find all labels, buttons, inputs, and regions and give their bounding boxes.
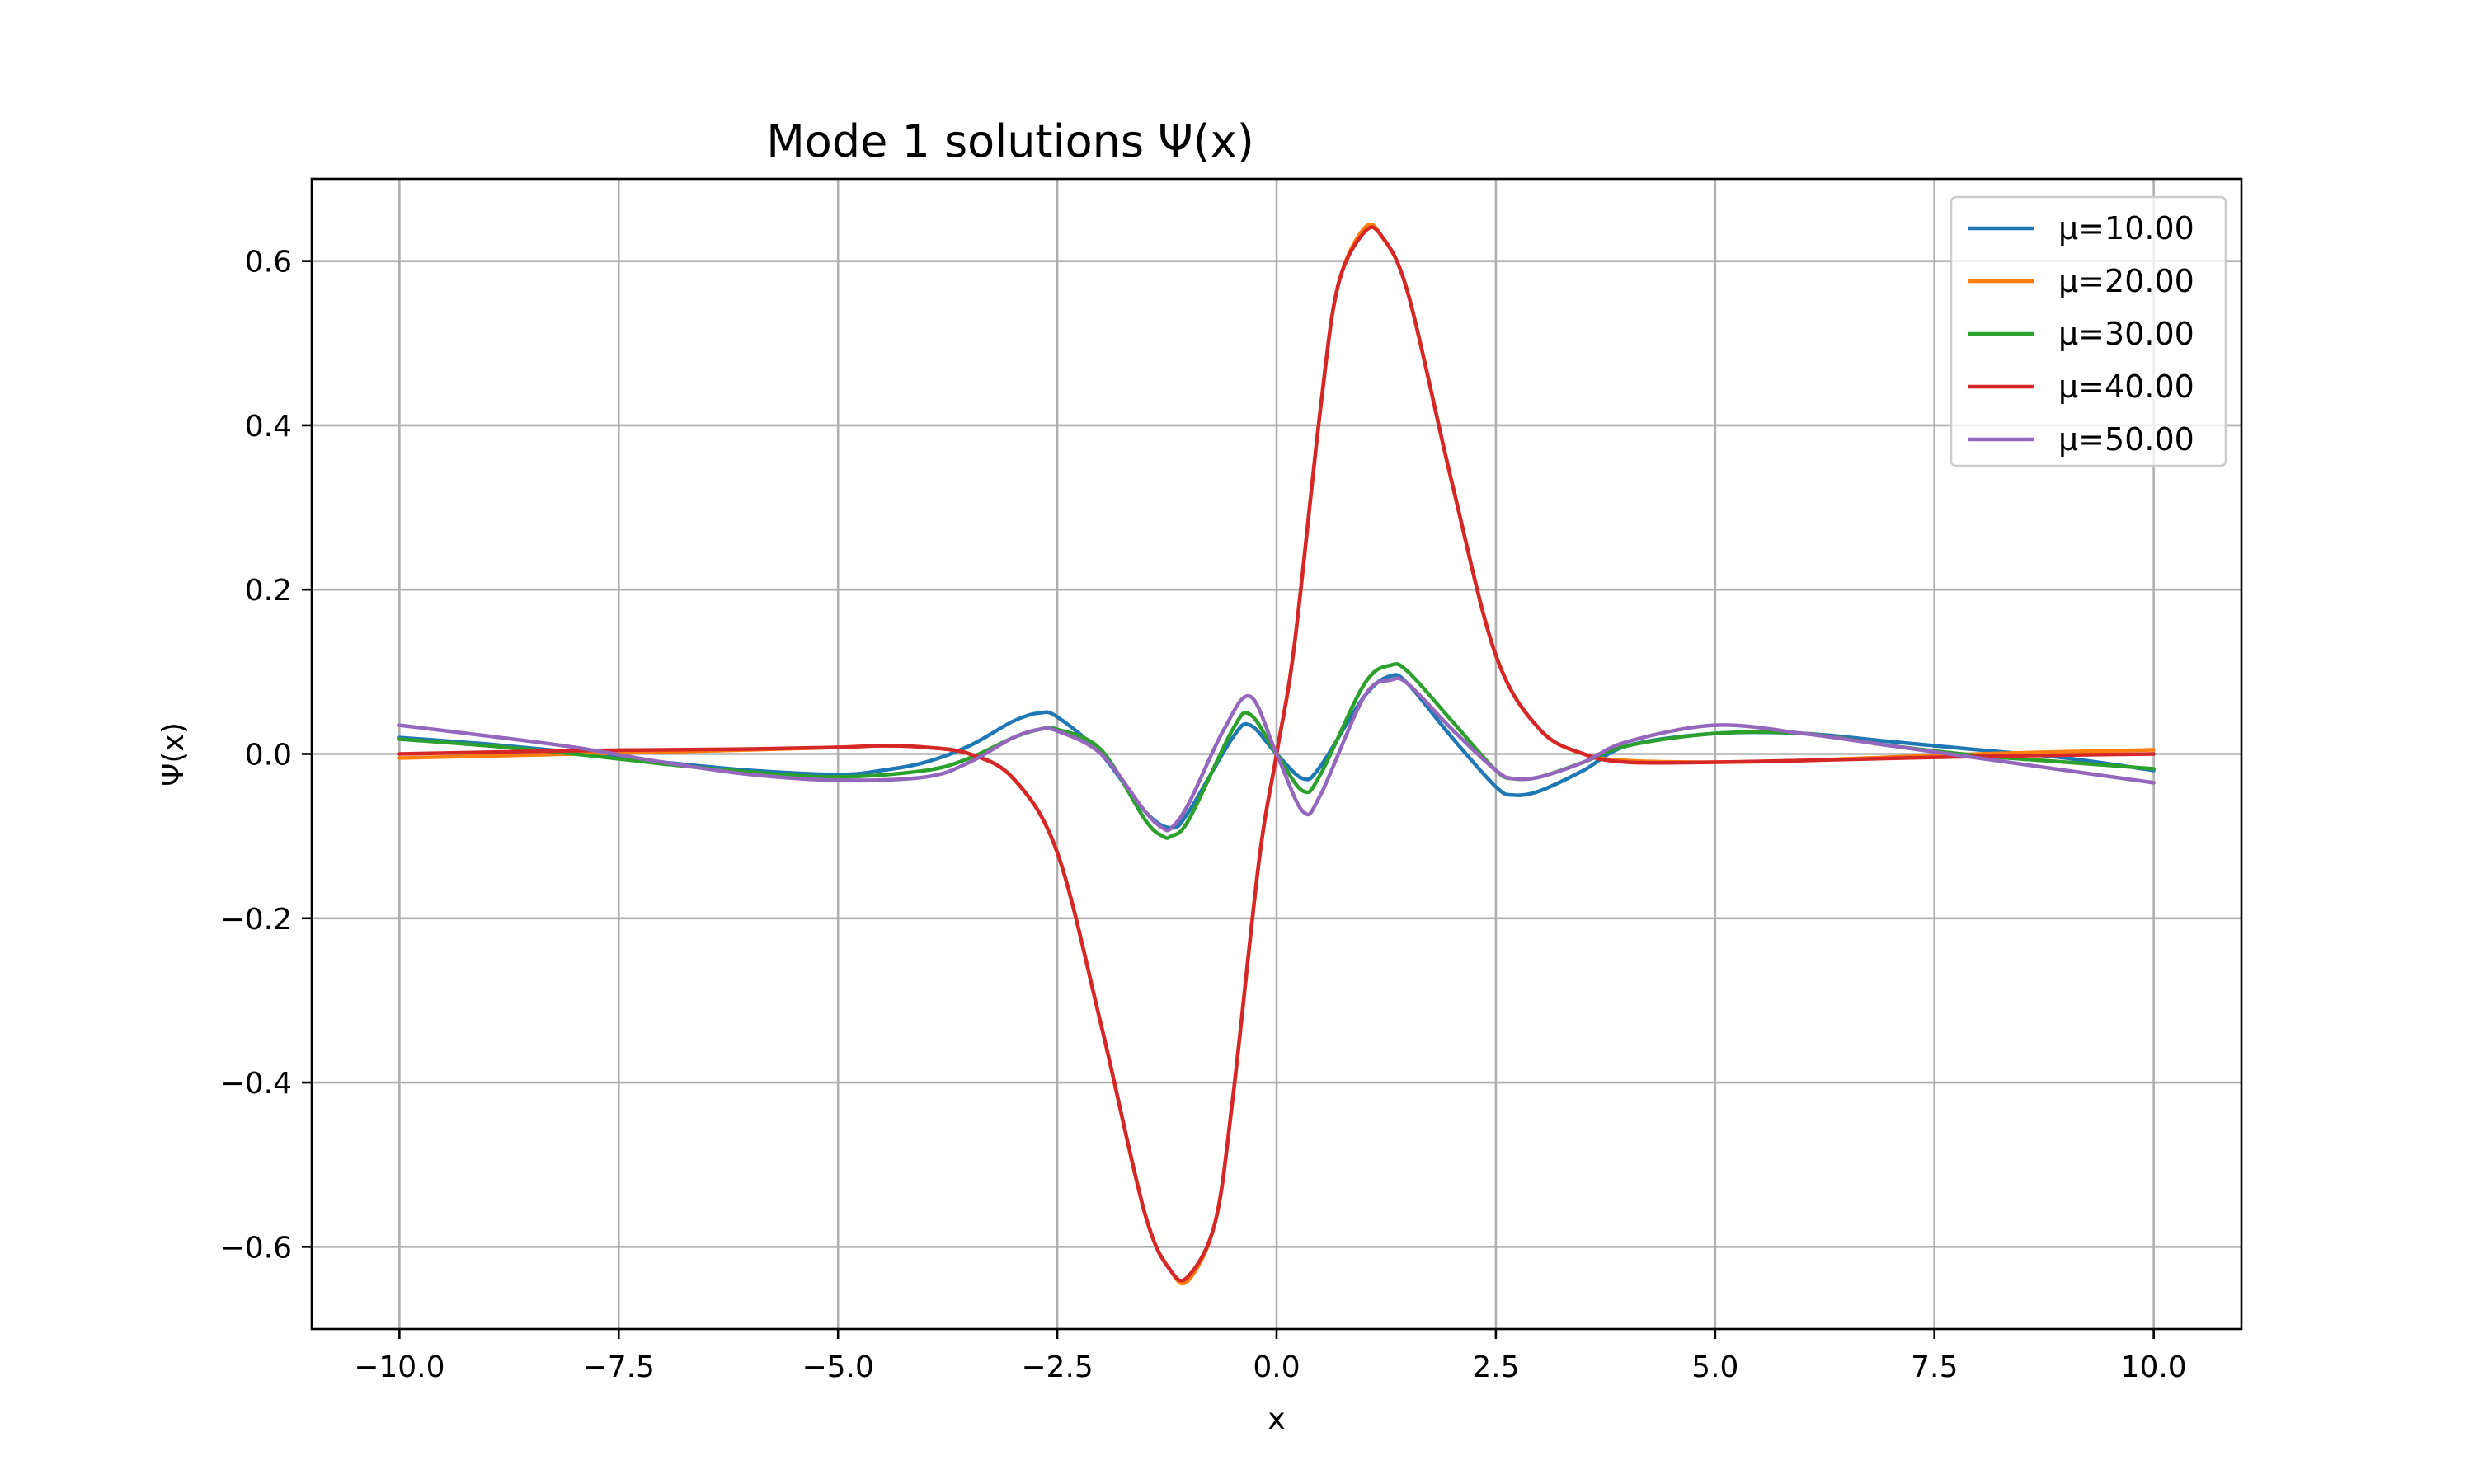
- series-line-5: [397, 676, 2156, 833]
- x-tick-label: 5.0: [1691, 1350, 1738, 1384]
- x-tick-label: −7.5: [583, 1350, 655, 1384]
- x-tick-label: −5.0: [802, 1350, 873, 1384]
- x-tick-label: 10.0: [2121, 1350, 2187, 1384]
- y-tick-label: −0.6: [220, 1231, 292, 1265]
- legend-entry: μ=30.00: [2058, 316, 2194, 352]
- y-tick-label: 0.6: [245, 246, 292, 279]
- x-axis-label: x: [1268, 1402, 1285, 1436]
- y-tick-label: 0.0: [245, 739, 292, 773]
- legend-entry: μ=10.00: [2058, 210, 2194, 247]
- x-tick-label: 7.5: [1911, 1350, 1958, 1384]
- y-tick-label: 0.4: [245, 410, 292, 444]
- y-axis-label: Ψ(x): [157, 722, 190, 787]
- series-line-3: [397, 662, 2156, 840]
- x-tick-label: −10.0: [354, 1350, 444, 1384]
- y-tick-label: −0.2: [220, 903, 292, 937]
- legend-box: [1950, 195, 2227, 467]
- series-line-4: [397, 225, 2156, 1283]
- legend: μ=10.00 μ=20.00 μ=30.00 μ=40.00 μ=50.00: [1950, 195, 2227, 467]
- legend-entry: μ=40.00: [2058, 369, 2194, 405]
- y-tick-label: 0.2: [245, 574, 292, 608]
- series-layer: [397, 222, 2156, 1286]
- legend-entry: μ=50.00: [2058, 421, 2194, 458]
- x-tick-label: −2.5: [1021, 1350, 1093, 1384]
- chart-title: Mode 1 solutions Ψ(x): [766, 115, 1254, 167]
- x-tick-label: 0.0: [1253, 1350, 1300, 1384]
- y-tick-label: −0.4: [220, 1067, 292, 1101]
- tick-layer: −10.0 −7.5 −5.0 −2.5 0.0 2.5 5.0 7.5 10.0 −0.6 −0.…: [220, 246, 2187, 1384]
- x-tick-label: 2.5: [1472, 1350, 1519, 1384]
- legend-entry: μ=20.00: [2058, 263, 2194, 299]
